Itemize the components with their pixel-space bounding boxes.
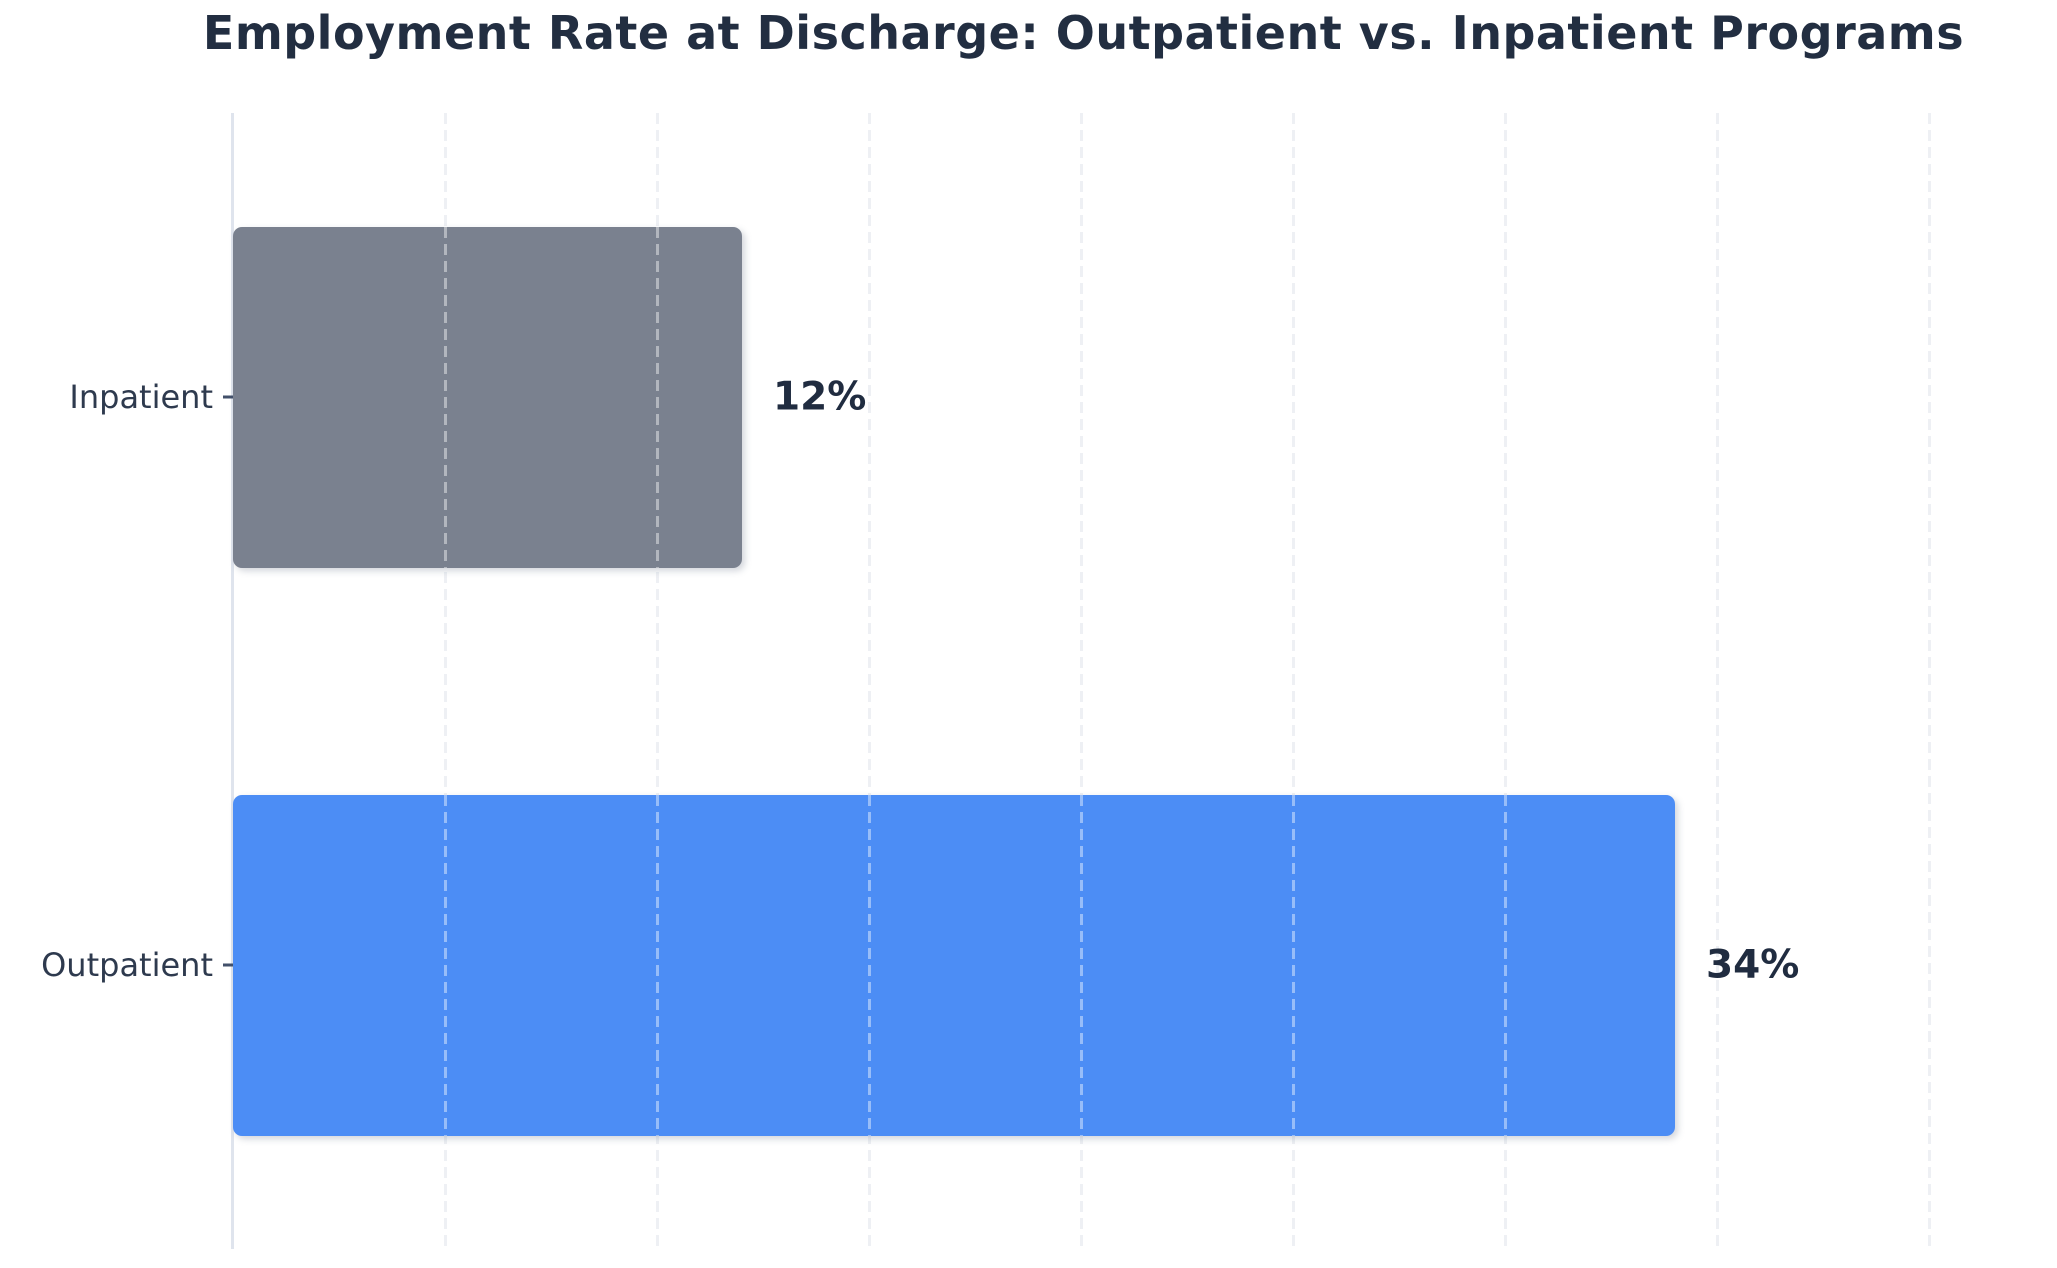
bar-gridline-overlay xyxy=(1504,795,1508,1136)
bar-gridline-overlay xyxy=(867,795,871,1136)
value-label: 12% xyxy=(773,374,867,420)
bar-gridline-overlay xyxy=(443,795,447,1136)
y-tick-mark xyxy=(223,963,233,967)
gridline xyxy=(443,113,447,1249)
bar-gridline-overlay xyxy=(443,227,447,568)
gridline xyxy=(1291,113,1295,1249)
bar-gridline-overlay xyxy=(655,227,659,568)
y-axis-line xyxy=(231,113,234,1249)
plot-area: Inpatient 12% Outpatient 34% xyxy=(41,113,2057,1249)
value-label: 34% xyxy=(1706,942,1800,988)
gridline xyxy=(1716,113,1720,1249)
y-tick-mark xyxy=(223,395,233,399)
bar-gridline-overlay xyxy=(1079,795,1083,1136)
bar-gridline-overlay xyxy=(655,795,659,1136)
bar xyxy=(233,227,742,568)
gridline xyxy=(1079,113,1083,1249)
gridline xyxy=(1928,113,1932,1249)
category-label: Outpatient xyxy=(41,946,213,984)
gridline xyxy=(867,113,871,1249)
bar xyxy=(233,795,1675,1136)
bar-gridline-overlay xyxy=(1291,795,1295,1136)
gridline xyxy=(655,113,659,1249)
chart-title: Employment Rate at Discharge: Outpatient… xyxy=(202,6,1965,60)
category-label: Inpatient xyxy=(69,378,213,416)
gridline xyxy=(1504,113,1508,1249)
